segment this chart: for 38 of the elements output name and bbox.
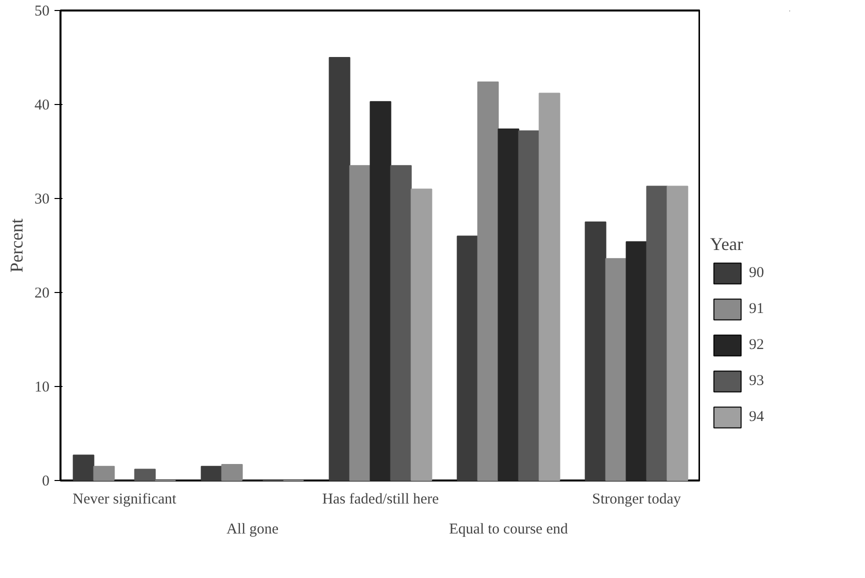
x-tick-label: Equal to course end <box>449 522 568 538</box>
y-tick-label: 0 <box>42 474 50 490</box>
bar <box>518 130 540 481</box>
bar <box>349 165 371 481</box>
x-tick-label: Stronger today <box>592 492 682 508</box>
bar <box>72 454 94 481</box>
bar <box>538 92 560 481</box>
bar <box>666 186 688 481</box>
y-tick-label: 10 <box>34 380 50 396</box>
x-tick-label: Never significant <box>72 492 178 508</box>
bar <box>646 186 668 481</box>
bar <box>370 101 392 481</box>
bar <box>93 466 115 481</box>
y-tick-label: 20 <box>34 286 50 302</box>
legend-label: 90 <box>749 264 765 282</box>
bar <box>626 241 648 481</box>
y-axis-title: Percent <box>6 218 26 272</box>
legend-label: 91 <box>749 300 765 318</box>
y-tick-label: 40 <box>34 98 50 114</box>
bar <box>456 236 478 481</box>
bar <box>498 128 520 481</box>
bar <box>134 468 156 481</box>
bar <box>221 464 243 481</box>
x-tick-label: Has faded/still here <box>322 492 440 508</box>
legend-title: Year <box>710 234 744 255</box>
y-tick-label: 50 <box>34 4 50 20</box>
legend-label: 93 <box>749 372 765 390</box>
bar <box>410 188 432 481</box>
bar <box>605 258 627 481</box>
bar <box>477 81 499 481</box>
x-tick-label: All gone <box>226 522 279 538</box>
bar <box>200 466 222 481</box>
legend-label: 94 <box>749 408 765 426</box>
bar <box>390 165 412 481</box>
bar <box>584 222 606 481</box>
bar <box>328 57 350 481</box>
y-tick-label: 30 <box>34 192 50 208</box>
legend-label: 92 <box>749 336 765 354</box>
